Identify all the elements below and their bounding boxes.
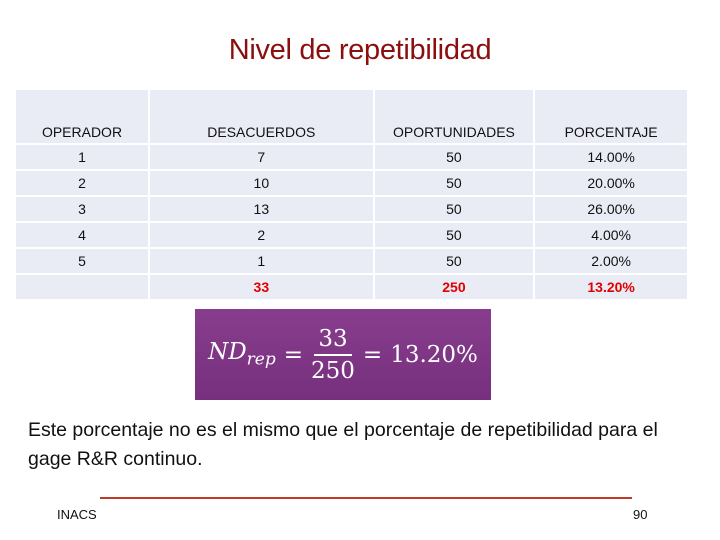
formula-fraction: 33 250	[311, 324, 355, 386]
cell: 10	[148, 169, 375, 197]
cell: 50	[372, 221, 536, 249]
table-row: 5 1 50 2.00%	[13, 247, 689, 275]
formula-box: NDrep = 33 250 = 13.20%	[195, 309, 491, 400]
table-row: 4 2 50 4.00%	[13, 221, 689, 249]
formula-equals-2: =	[362, 341, 383, 368]
cell: 1	[148, 247, 375, 275]
total-desacuerdos: 33	[148, 273, 375, 301]
cell: 7	[148, 143, 375, 171]
formula-result: 13.20%	[390, 341, 478, 368]
header-desacuerdos: DESACUERDOS	[148, 88, 375, 145]
header-operador: OPERADOR	[13, 88, 151, 145]
cell: 1	[13, 143, 151, 171]
header-porcentaje: PORCENTAJE	[533, 88, 689, 145]
page-number: 90	[633, 507, 648, 522]
total-oportunidades: 250	[372, 273, 536, 301]
header-oportunidades: OPORTUNIDADES	[372, 88, 536, 145]
table-total-row: 33 250 13.20%	[13, 273, 689, 301]
cell: 3	[13, 195, 151, 223]
cell: 50	[372, 169, 536, 197]
table-row: 2 10 50 20.00%	[13, 169, 689, 197]
cell: 5	[13, 247, 151, 275]
cell: 4	[13, 221, 151, 249]
cell: 26.00%	[533, 195, 689, 223]
formula-denominator: 250	[311, 357, 355, 384]
cell: 14.00%	[533, 143, 689, 171]
total-cell	[13, 273, 151, 301]
repeatability-table: OPERADOR DESACUERDOS OPORTUNIDADES PORCE…	[13, 88, 689, 301]
cell: 20.00%	[533, 169, 689, 197]
cell: 2	[148, 221, 375, 249]
slide-title: Nivel de repetibilidad	[228, 34, 492, 66]
cell: 50	[372, 247, 536, 275]
cell: 4.00%	[533, 221, 689, 249]
cell: 13	[148, 195, 375, 223]
table-header-row: OPERADOR DESACUERDOS OPORTUNIDADES PORCE…	[13, 88, 689, 145]
formula-lhs-sub: rep	[246, 349, 276, 370]
cell: 2	[13, 169, 151, 197]
footer-divider	[100, 497, 632, 499]
body-paragraph: Este porcentaje no es el mismo que el po…	[28, 419, 658, 470]
formula-numerator: 33	[314, 324, 352, 356]
cell: 50	[372, 143, 536, 171]
table-row: 3 13 50 26.00%	[13, 195, 689, 223]
formula-lhs: NDrep	[208, 339, 276, 370]
cell: 50	[372, 195, 536, 223]
table-row: 1 7 50 14.00%	[13, 143, 689, 171]
formula-equals: =	[283, 341, 304, 368]
total-porcentaje: 13.20%	[533, 273, 689, 301]
footer-org: INACS	[57, 507, 97, 522]
formula-lhs-main: ND	[208, 339, 247, 366]
cell: 2.00%	[533, 247, 689, 275]
